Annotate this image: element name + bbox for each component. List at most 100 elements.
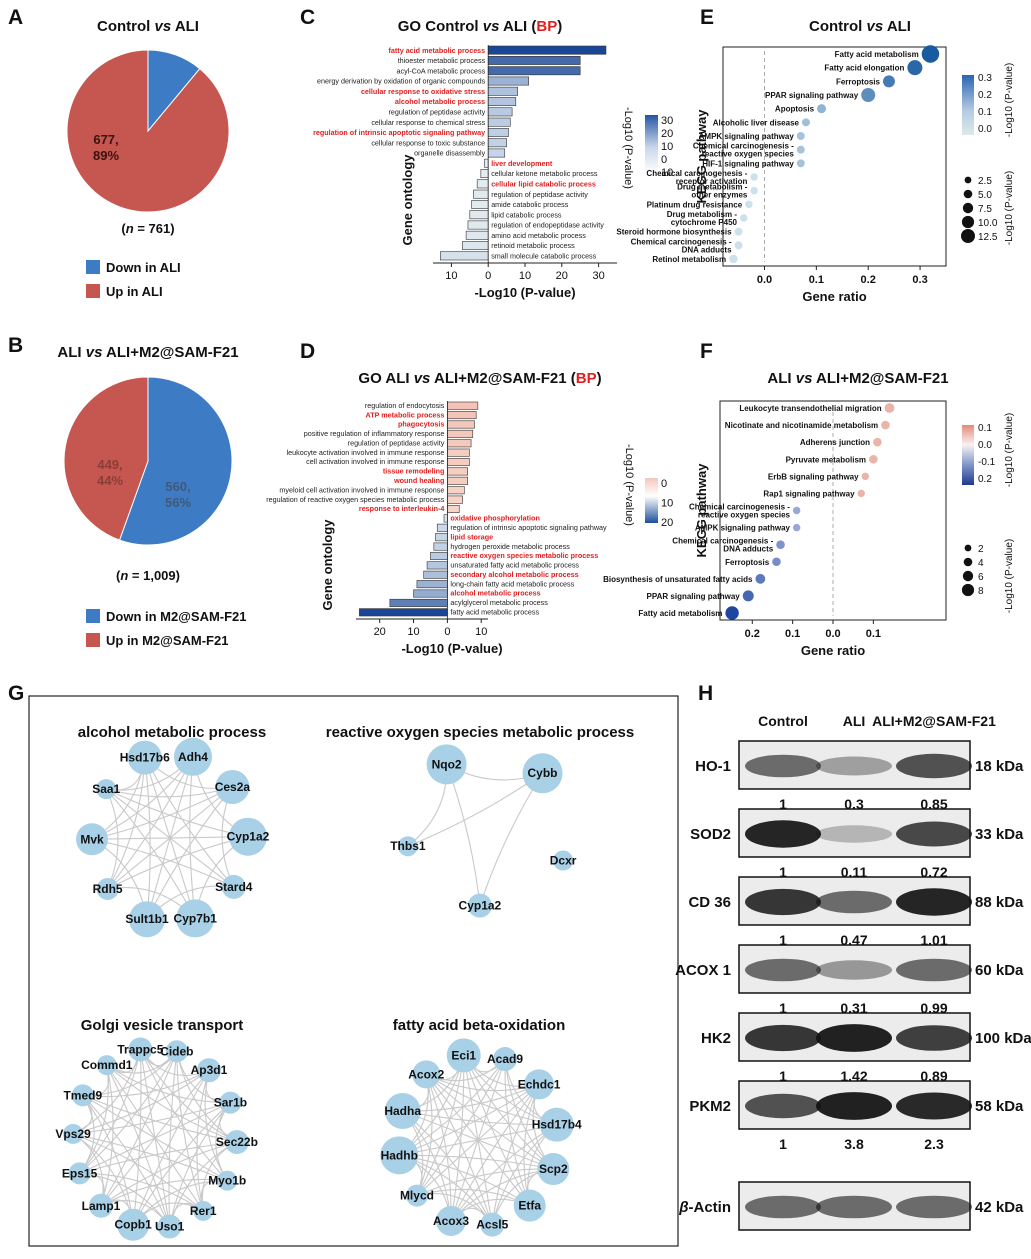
kegg-label: Chemical carcinogenesis - — [631, 237, 732, 246]
blot-band — [896, 821, 972, 847]
gene-label: Rer1 — [190, 1204, 217, 1218]
x-tick-label: 0.3 — [912, 274, 927, 286]
size-legend-title: -Log10 (P-value) — [1004, 539, 1015, 613]
pie-slice — [63, 376, 149, 541]
network-edge — [105, 788, 235, 888]
size-legend-dot — [962, 202, 974, 214]
title-part: ALI+M2@SAM-F21 — [430, 370, 570, 387]
protein-rest: -Actin — [689, 1199, 732, 1216]
gene-node — [129, 901, 166, 938]
go-bar — [447, 401, 479, 410]
go-bar — [447, 429, 474, 438]
size-legend-dot — [961, 215, 975, 229]
pie-slice-label: 449, — [97, 457, 122, 472]
go-term-label: tissue remodeling — [383, 467, 445, 476]
size-legend-dot — [961, 229, 975, 243]
network-edge — [132, 1049, 142, 1225]
gene-node — [176, 899, 215, 938]
kegg-label: ErbB signaling pathway — [768, 472, 859, 481]
size-legend-tick: 10.0 — [978, 218, 998, 229]
network-edge — [463, 1055, 531, 1206]
x-tick-label: 20 — [556, 270, 568, 282]
go-bar — [487, 107, 513, 117]
kegg-point — [869, 454, 878, 464]
size-legend-dot — [962, 570, 974, 582]
go-bar — [416, 580, 448, 589]
go-term-label: alcohol metabolic process — [450, 589, 540, 598]
network-edge — [425, 1074, 452, 1221]
go-term-label: thioester metabolic process — [398, 56, 486, 65]
gene-node — [221, 874, 246, 899]
color-legend-tick: 10 — [661, 498, 673, 510]
kegg-label: Pyruvate metabolism — [786, 455, 866, 464]
go-bar — [430, 551, 448, 560]
network-title: alcohol metabolic process — [78, 724, 266, 741]
gene-node — [127, 740, 162, 775]
color-legend-bar — [962, 75, 974, 135]
go-term-label: alcohol metabolic process — [395, 97, 485, 106]
kegg-label: Retinol metabolism — [652, 255, 726, 264]
blot-quant-value: 1.01 — [920, 932, 947, 948]
blot-quant-value: 1 — [779, 1000, 787, 1016]
kegg-label: DNA adducts — [723, 545, 773, 554]
x-tick-label: 10 — [407, 626, 419, 638]
gene-node — [480, 1212, 505, 1237]
go-bar — [471, 199, 489, 209]
kegg-point — [750, 173, 758, 181]
go-bar — [435, 533, 448, 542]
network-edge — [176, 1051, 204, 1212]
go-bar — [447, 458, 470, 467]
go-bar — [447, 411, 477, 420]
go-bar — [447, 448, 470, 457]
go-bar — [447, 486, 465, 495]
kegg-label: HIF-1 signaling pathway — [702, 159, 794, 168]
color-legend-tick: 10 — [661, 141, 673, 153]
gene-label: Cybb — [528, 766, 558, 780]
color-legend-bar — [962, 425, 974, 485]
kegg-point — [729, 254, 738, 264]
blot-band — [745, 1024, 821, 1052]
title-vs: vs — [483, 18, 500, 35]
go-term-label: lipid storage — [450, 532, 493, 541]
title-part: ALI — [171, 18, 199, 35]
go-term-label: retinoid metabolic process — [491, 241, 575, 250]
go-bar — [487, 97, 517, 107]
go-bar — [476, 179, 489, 189]
title-vs: vs — [414, 370, 431, 387]
color-legend-tick: -0.1 — [978, 457, 996, 468]
kegg-label: Rap1 signaling pathway — [763, 489, 855, 498]
go-term-label: hydrogen peroxide metabolic process — [450, 542, 570, 551]
pie-slice-percent: 56% — [165, 495, 191, 510]
go-term-label: cellular ketone metabolic process — [491, 169, 598, 178]
gene-node — [412, 1060, 441, 1089]
size-legend-tick: 8 — [978, 586, 984, 597]
pie-total: (n = 761) — [121, 221, 174, 236]
x-tick-label: 0.0 — [825, 628, 840, 640]
go-term-label: ATP metabolic process — [366, 410, 445, 419]
blot-band — [816, 1195, 892, 1219]
kegg-point — [750, 186, 758, 195]
network-edge — [79, 1172, 171, 1227]
blot-band — [816, 1024, 892, 1052]
network-edge — [416, 1058, 506, 1196]
gene-node — [165, 1040, 188, 1063]
go-term-label: long-chain fatty acid metabolic process — [450, 579, 574, 588]
blot-kda-label: 88 kDa — [975, 894, 1024, 911]
blot-quant-value: 3.8 — [844, 1136, 864, 1152]
gene-label: Commd1 — [81, 1058, 133, 1072]
kegg-label: Chemical carcinogenesis - — [672, 537, 773, 546]
go-bar — [447, 420, 475, 429]
panel-letter-E: E — [700, 6, 714, 29]
x-tick-label: 0.1 — [866, 628, 881, 640]
panel-letter-D: D — [300, 340, 315, 363]
legend-swatch — [86, 284, 100, 298]
go-term-label: liver development — [491, 159, 553, 168]
panel-letter-G: G — [8, 682, 24, 705]
legend-label: Up in M2@SAM-F21 — [106, 633, 228, 648]
go-bar — [359, 608, 448, 617]
network-edge — [82, 1069, 210, 1098]
gene-label: Thbs1 — [390, 839, 426, 853]
y-axis-label: Gene ontology — [400, 154, 415, 246]
blot-protein-label: HK2 — [701, 1030, 731, 1047]
network-edge — [79, 1172, 204, 1212]
